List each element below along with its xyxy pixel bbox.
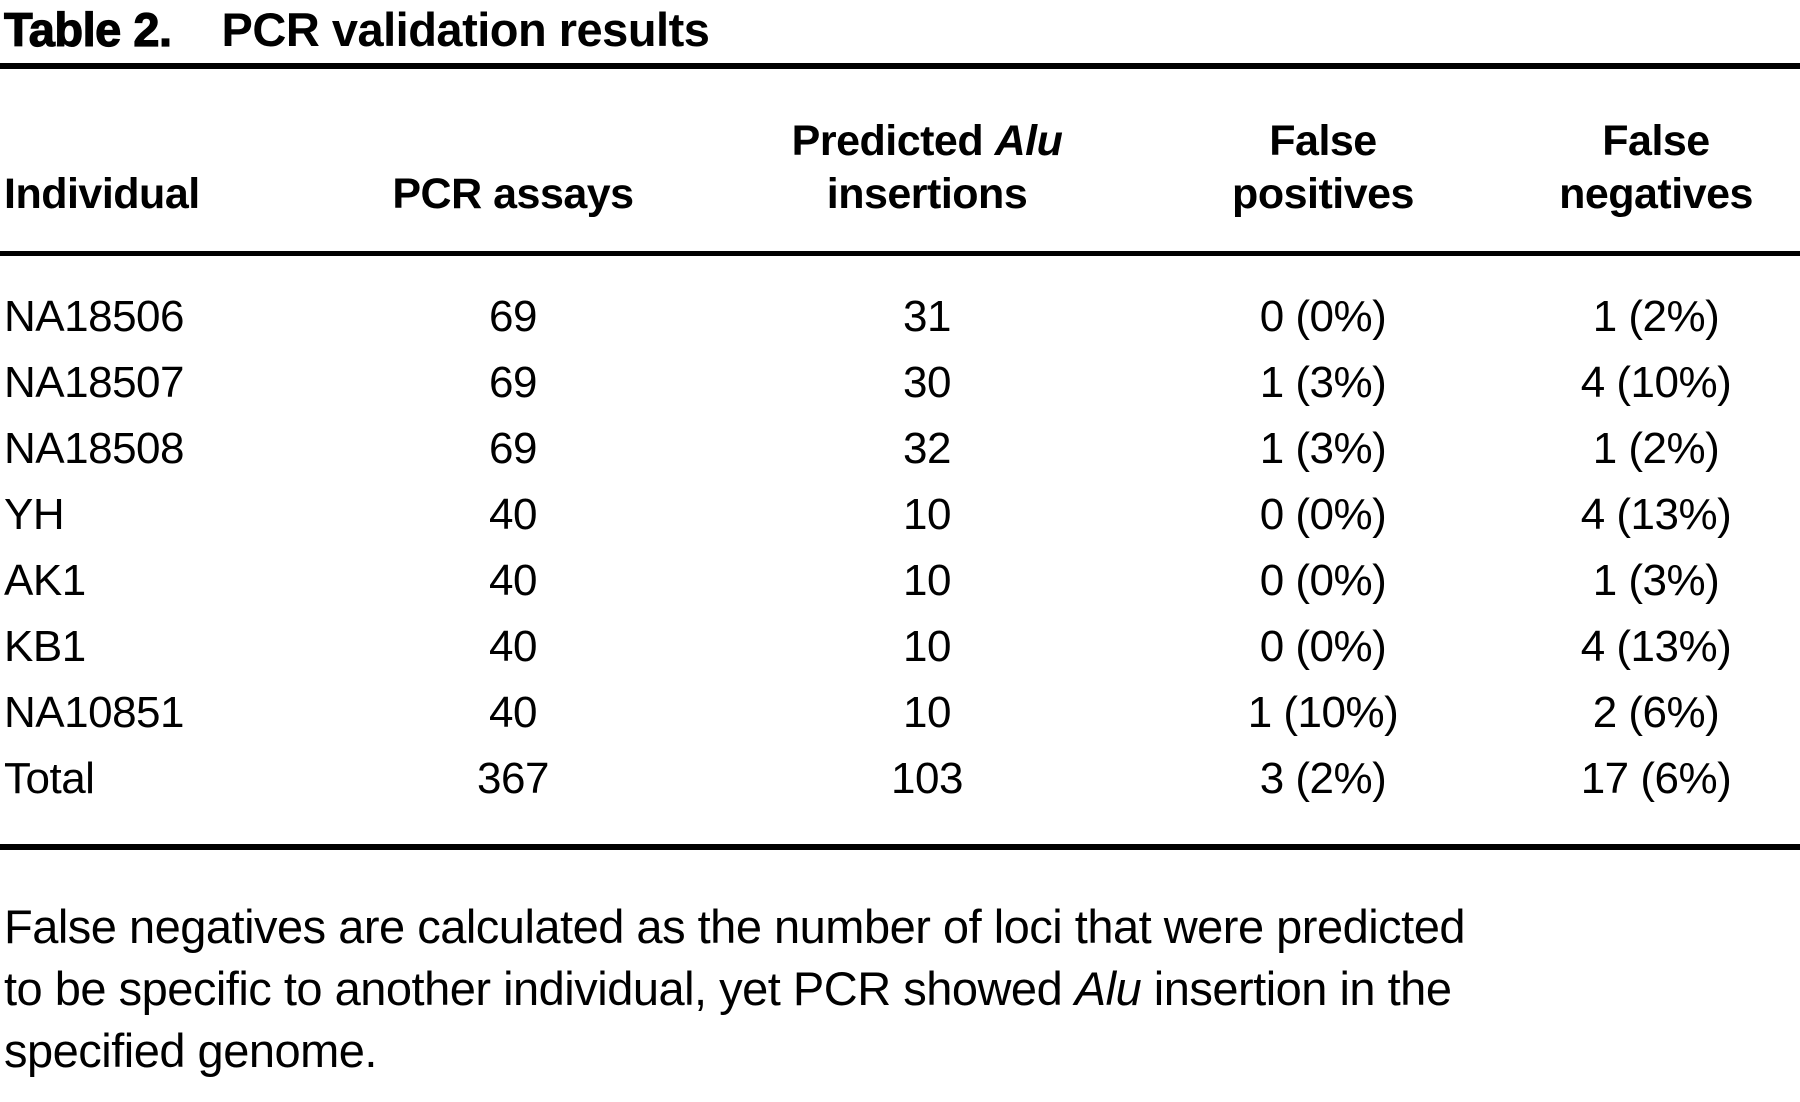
header-individual: Individual: [0, 69, 306, 256]
table-row-total: Total 367 103 3 (2%) 17 (6%): [0, 746, 1800, 844]
table-row: NA18507 69 30 1 (3%) 4 (10%): [0, 350, 1800, 416]
footnote-line3: specified genome.: [4, 1024, 377, 1077]
cell-false-positives: 3 (2%): [1259, 754, 1387, 803]
cell-individual: NA18508: [4, 424, 184, 473]
cell-predicted-alu-insertions: 30: [903, 358, 951, 407]
header-false-positives: False positives: [1134, 69, 1512, 256]
cell-false-positives: 0 (0%): [1259, 292, 1387, 341]
table-caption-label: Table 2.: [3, 2, 172, 56]
cell-false-positives: 1 (3%): [1259, 424, 1387, 473]
cell-false-positives: 1 (10%): [1247, 688, 1399, 737]
cell-false-negatives: 1 (2%): [1592, 292, 1720, 341]
bottom-rule: [0, 844, 1800, 850]
table-caption: Table 2. PCR validation results: [0, 0, 1800, 58]
header-false-negatives-line1: False: [1602, 117, 1710, 165]
cell-individual: Total: [4, 754, 95, 803]
cell-false-positives: 1 (3%): [1259, 358, 1387, 407]
header-false-positives-line1: False: [1269, 117, 1377, 165]
cell-predicted-alu-insertions: 31: [903, 292, 951, 341]
header-false-negatives: False negatives: [1512, 69, 1800, 256]
table-body: NA18506 69 31 0 (0%) 1 (2%) NA18507 69 3…: [0, 254, 1800, 845]
cell-pcr-assays: 40: [489, 556, 537, 605]
cell-individual: KB1: [4, 622, 86, 671]
cell-individual: NA10851: [4, 688, 184, 737]
header-predicted-alu-insertions: Predicted Alu insertions: [720, 69, 1134, 256]
header-false-positives-line2: positives: [1232, 170, 1414, 218]
footnote-line2: to be specific to another individual, ye…: [4, 958, 1800, 1020]
cell-individual: AK1: [4, 556, 86, 605]
cell-predicted-alu-insertions: 103: [891, 754, 963, 803]
footnote-alu-italic: Alu: [1074, 962, 1142, 1015]
cell-false-negatives: 4 (13%): [1580, 622, 1732, 671]
header-predicted-line1: Predicted Alu: [720, 115, 1134, 168]
pcr-validation-table: Individual PCR assays Predicted Alu inse…: [0, 69, 1800, 844]
cell-false-negatives: 1 (2%): [1592, 424, 1720, 473]
header-predicted-alu-italic: Alu: [994, 117, 1063, 165]
cell-false-positives: 0 (0%): [1259, 622, 1387, 671]
header-predicted-prefix: Predicted: [791, 117, 995, 165]
cell-false-negatives: 17 (6%): [1580, 754, 1732, 803]
footnote-line2-before: to be specific to another individual, ye…: [4, 962, 1075, 1015]
cell-false-negatives: 4 (13%): [1580, 490, 1732, 539]
top-rule: [0, 63, 1800, 69]
cell-predicted-alu-insertions: 10: [903, 490, 951, 539]
cell-pcr-assays: 69: [489, 292, 537, 341]
footnote-line2-after: insertion in the: [1141, 962, 1452, 1015]
cell-predicted-alu-insertions: 32: [903, 424, 951, 473]
table-footnote: False negatives are calculated as the nu…: [0, 896, 1800, 1082]
cell-predicted-alu-insertions: 10: [903, 688, 951, 737]
footnote-line1: False negatives are calculated as the nu…: [4, 900, 1466, 953]
cell-predicted-alu-insertions: 10: [903, 622, 951, 671]
cell-pcr-assays: 69: [489, 424, 537, 473]
cell-individual: NA18507: [4, 358, 184, 407]
cell-false-negatives: 1 (3%): [1592, 556, 1720, 605]
cell-false-negatives: 4 (10%): [1580, 358, 1732, 407]
cell-individual: YH: [4, 490, 65, 539]
cell-pcr-assays: 40: [489, 490, 537, 539]
cell-false-negatives: 2 (6%): [1592, 688, 1720, 737]
cell-false-positives: 0 (0%): [1259, 556, 1387, 605]
cell-false-positives: 0 (0%): [1259, 490, 1387, 539]
table-row: YH 40 10 0 (0%) 4 (13%): [0, 482, 1800, 548]
cell-pcr-assays: 40: [489, 622, 537, 671]
header-predicted-line2: insertions: [826, 170, 1028, 218]
header-false-negatives-line2: negatives: [1559, 170, 1753, 218]
cell-individual: NA18506: [4, 292, 184, 341]
table-row: KB1 40 10 0 (0%) 4 (13%): [0, 614, 1800, 680]
header-pcr-assays: PCR assays: [306, 69, 720, 256]
table-row: NA18508 69 32 1 (3%) 1 (2%): [0, 416, 1800, 482]
cell-pcr-assays: 367: [477, 754, 549, 803]
cell-pcr-assays: 40: [489, 688, 537, 737]
cell-predicted-alu-insertions: 10: [903, 556, 951, 605]
table-header-row: Individual PCR assays Predicted Alu inse…: [0, 69, 1800, 256]
cell-pcr-assays: 69: [489, 358, 537, 407]
table-row: AK1 40 10 0 (0%) 1 (3%): [0, 548, 1800, 614]
table-row: NA18506 69 31 0 (0%) 1 (2%): [0, 254, 1800, 351]
table-caption-text: PCR validation results: [221, 3, 710, 56]
table-row: NA10851 40 10 1 (10%) 2 (6%): [0, 680, 1800, 746]
